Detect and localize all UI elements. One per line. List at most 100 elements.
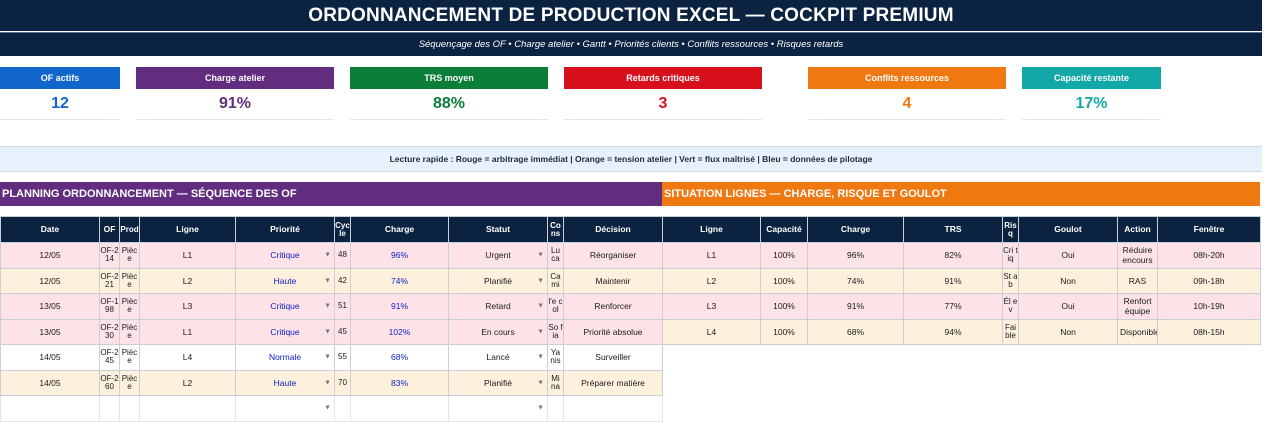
dropdown-arrow-icon[interactable]: ▼ — [537, 379, 544, 387]
empty-cell[interactable] — [350, 395, 449, 422]
cell-decision[interactable]: Préparer matière — [563, 369, 663, 396]
cell-ligne[interactable]: L3 — [139, 293, 236, 320]
empty-cell[interactable] — [119, 395, 140, 422]
dropdown-arrow-icon[interactable]: ▼ — [537, 251, 544, 259]
planning-row[interactable]: 12/05 OF-214 Pièce L1 Critique ▼ 48 96% Urgent ▼ L… — [0, 242, 663, 269]
col-ligne[interactable]: Ligne — [139, 216, 236, 243]
col-s-fenetre[interactable]: Fenêtre — [1157, 216, 1261, 243]
cell-priorite[interactable]: Critique ▼ — [235, 318, 335, 345]
cell-prod[interactable]: Pièce — [119, 293, 140, 320]
cell-of[interactable]: OF-260 — [99, 369, 120, 396]
cell-ligne[interactable]: L2 — [139, 369, 236, 396]
cell-s-capacite[interactable]: 100% — [760, 267, 808, 294]
cell-s-charge[interactable]: 96% — [807, 242, 904, 269]
planning-row[interactable]: 14/05 OF-260 Pièce L2 Haute ▼ 70 83% Planifié ▼ Mi… — [0, 369, 663, 396]
cell-charge[interactable]: 96% — [350, 242, 449, 269]
cell-statut[interactable]: En cours ▼ — [448, 318, 548, 345]
cell-of[interactable]: OF-245 — [99, 344, 120, 371]
cell-cons[interactable]: l'e col — [547, 293, 564, 320]
cell-s-capacite[interactable]: 100% — [760, 318, 808, 345]
dropdown-arrow-icon[interactable]: ▼ — [324, 379, 331, 387]
empty-cell[interactable] — [0, 395, 100, 422]
col-s-goulot[interactable]: Goulot — [1018, 216, 1118, 243]
cell-statut[interactable]: Retard ▼ — [448, 293, 548, 320]
cell-decision[interactable]: Maintenir — [563, 267, 663, 294]
cell-s-action[interactable]: RAS — [1117, 267, 1158, 294]
cell-of[interactable]: OF-198 — [99, 293, 120, 320]
cell-s-risq[interactable]: Él ev — [1002, 293, 1019, 320]
cell-s-capacite[interactable]: 100% — [760, 293, 808, 320]
cell-s-capacite[interactable]: 100% — [760, 242, 808, 269]
cell-s-goulot[interactable]: Oui — [1018, 293, 1118, 320]
empty-cell[interactable] — [334, 395, 351, 422]
cell-s-goulot[interactable]: Oui — [1018, 242, 1118, 269]
cell-s-fenetre[interactable]: 08h-20h — [1157, 242, 1261, 269]
cell-of[interactable]: OF-230 — [99, 318, 120, 345]
cell-date[interactable]: 12/05 — [0, 242, 100, 269]
cell-priorite[interactable]: Haute ▼ — [235, 267, 335, 294]
dropdown-arrow-icon[interactable]: ▼ — [537, 277, 544, 285]
cell-prod[interactable]: Pièce — [119, 369, 140, 396]
dropdown-arrow-icon[interactable]: ▼ — [537, 353, 544, 361]
cell-date[interactable]: 13/05 — [0, 293, 100, 320]
col-charge[interactable]: Charge — [350, 216, 449, 243]
cell-s-risq[interactable]: Cri tiq — [1002, 242, 1019, 269]
dropdown-arrow-icon[interactable]: ▼ — [324, 251, 331, 259]
cell-cycle[interactable]: 70 — [334, 369, 351, 396]
col-statut[interactable]: Statut — [448, 216, 548, 243]
situation-row[interactable]: L1 100% 96% 82% Cri tiq Oui Réduire encours 08h… — [662, 242, 1261, 269]
cell-s-charge[interactable]: 68% — [807, 318, 904, 345]
cell-s-fenetre[interactable]: 10h-19h — [1157, 293, 1261, 320]
cell-s-charge[interactable]: 91% — [807, 293, 904, 320]
cell-date[interactable]: 14/05 — [0, 369, 100, 396]
empty-cell[interactable] — [563, 395, 663, 422]
cell-date[interactable]: 12/05 — [0, 267, 100, 294]
cell-charge[interactable]: 68% — [350, 344, 449, 371]
cell-of[interactable]: OF-221 — [99, 267, 120, 294]
col-cons[interactable]: Cons — [547, 216, 564, 243]
planning-row[interactable]: 12/05 OF-221 Pièce L2 Haute ▼ 42 74% Planifié ▼ Ca… — [0, 267, 663, 294]
cell-prod[interactable]: Pièce — [119, 318, 140, 345]
dropdown-arrow-icon[interactable]: ▼ — [324, 404, 331, 412]
cell-cycle[interactable]: 48 — [334, 242, 351, 269]
empty-cell[interactable]: ▼ — [448, 395, 548, 422]
col-decision[interactable]: Décision — [563, 216, 663, 243]
cell-cons[interactable]: Ca mi — [547, 267, 564, 294]
dropdown-arrow-icon[interactable]: ▼ — [537, 328, 544, 336]
planning-empty-row[interactable]: ▼ ▼ — [0, 395, 663, 422]
cell-s-risq[interactable]: Fai ble — [1002, 318, 1019, 345]
cell-priorite[interactable]: Critique ▼ — [235, 242, 335, 269]
col-prod[interactable]: Prod — [119, 216, 140, 243]
cell-priorite[interactable]: Normale ▼ — [235, 344, 335, 371]
cell-cycle[interactable]: 42 — [334, 267, 351, 294]
cell-s-goulot[interactable]: Non — [1018, 267, 1118, 294]
col-of[interactable]: OF — [99, 216, 120, 243]
cell-cycle[interactable]: 51 — [334, 293, 351, 320]
situation-row[interactable]: L4 100% 68% 94% Fai ble Non Disponible 08h-15h — [662, 318, 1261, 345]
col-s-ligne[interactable]: Ligne — [662, 216, 761, 243]
cell-statut[interactable]: Lancé ▼ — [448, 344, 548, 371]
cell-s-ligne[interactable]: L2 — [662, 267, 761, 294]
cell-s-trs[interactable]: 82% — [903, 242, 1003, 269]
empty-cell[interactable] — [139, 395, 236, 422]
cell-cons[interactable]: So fia — [547, 318, 564, 345]
cell-charge[interactable]: 91% — [350, 293, 449, 320]
cell-s-trs[interactable]: 77% — [903, 293, 1003, 320]
cell-s-trs[interactable]: 91% — [903, 267, 1003, 294]
cell-priorite[interactable]: Critique ▼ — [235, 293, 335, 320]
cell-of[interactable]: OF-214 — [99, 242, 120, 269]
cell-s-charge[interactable]: 74% — [807, 267, 904, 294]
cell-s-ligne[interactable]: L3 — [662, 293, 761, 320]
cell-s-action[interactable]: Disponible — [1117, 318, 1158, 345]
situation-row[interactable]: L3 100% 91% 77% Él ev Oui Renfort équipe 10h-19… — [662, 293, 1261, 320]
cell-statut[interactable]: Planifié ▼ — [448, 369, 548, 396]
situation-row[interactable]: L2 100% 74% 91% St ab Non RAS 09h-18h — [662, 267, 1261, 294]
cell-ligne[interactable]: L1 — [139, 318, 236, 345]
dropdown-arrow-icon[interactable]: ▼ — [537, 404, 544, 412]
col-cycle[interactable]: Cycle — [334, 216, 351, 243]
cell-statut[interactable]: Planifié ▼ — [448, 267, 548, 294]
col-priorite[interactable]: Priorité — [235, 216, 335, 243]
planning-row[interactable]: 14/05 OF-245 Pièce L4 Normale ▼ 55 68% Lancé ▼ Ya … — [0, 344, 663, 371]
dropdown-arrow-icon[interactable]: ▼ — [324, 277, 331, 285]
cell-s-fenetre[interactable]: 08h-15h — [1157, 318, 1261, 345]
